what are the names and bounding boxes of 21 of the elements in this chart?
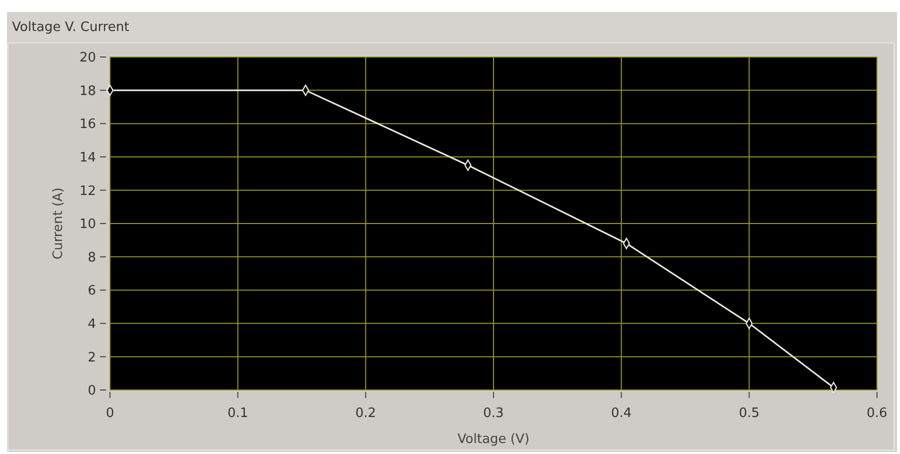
chart-title: Voltage V. Current xyxy=(12,20,130,35)
x-tick-label: 0.5 xyxy=(738,406,760,421)
y-tick-label: 4 xyxy=(88,316,96,332)
y-tick-label: 10 xyxy=(79,217,96,232)
y-tick-label: 16 xyxy=(79,117,96,132)
x-tick-label: 0.4 xyxy=(610,406,632,421)
x-axis-title: Voltage (V) xyxy=(458,432,530,447)
y-tick-label: 18 xyxy=(79,84,96,99)
x-tick-label: 0.6 xyxy=(866,406,888,421)
y-tick-label: 6 xyxy=(88,284,96,299)
y-tick-label: 20 xyxy=(79,50,96,66)
x-tick-label: 0.3 xyxy=(483,406,504,421)
y-tick-label: 0 xyxy=(88,384,96,399)
y-tick-label: 14 xyxy=(79,150,96,166)
y-tick-label: 2 xyxy=(88,350,96,366)
x-tick-label: 0 xyxy=(106,406,114,421)
x-tick-label: 0.1 xyxy=(227,406,248,421)
y-tick-label: 12 xyxy=(79,184,96,199)
y-axis-title: Current (A) xyxy=(51,188,66,260)
x-tick-label: 0.2 xyxy=(355,406,376,421)
y-tick-label: 8 xyxy=(88,250,96,266)
